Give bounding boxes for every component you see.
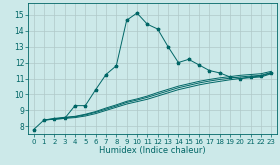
X-axis label: Humidex (Indice chaleur): Humidex (Indice chaleur): [99, 146, 206, 155]
